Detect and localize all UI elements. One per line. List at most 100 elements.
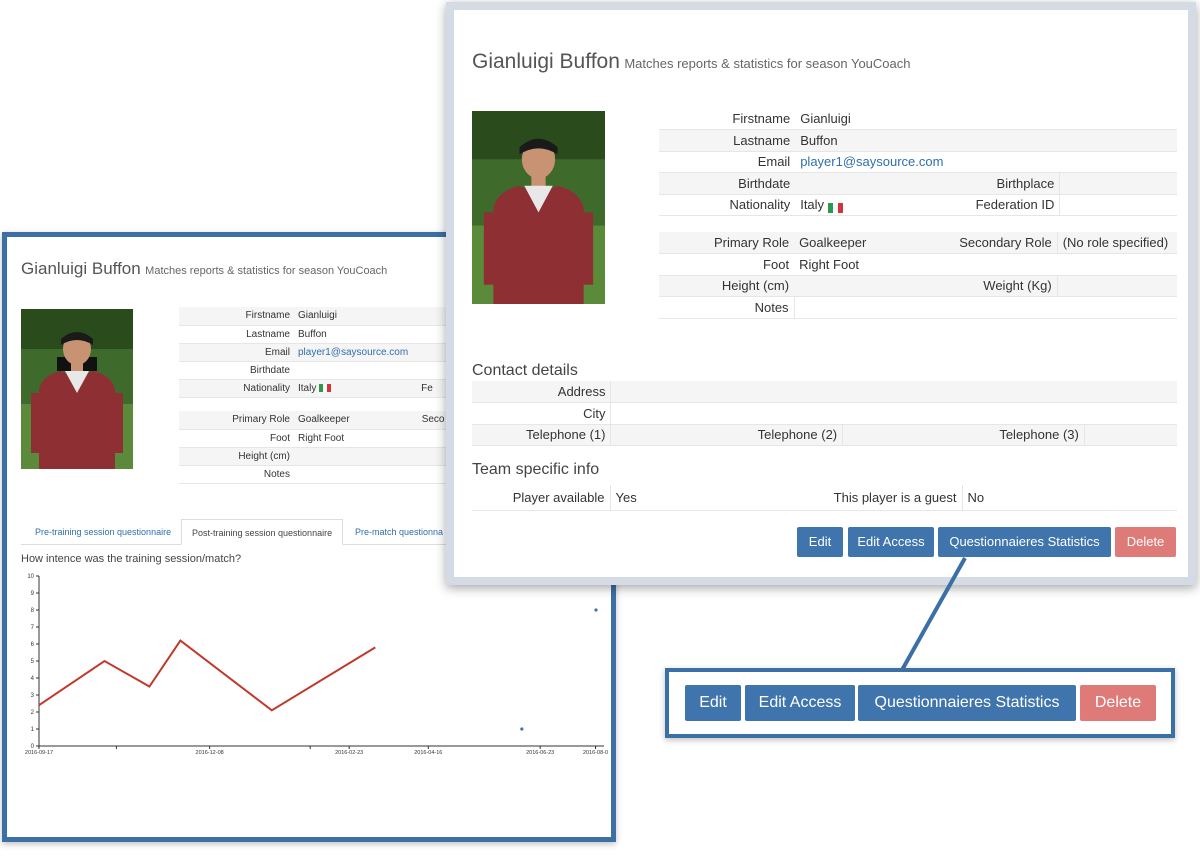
- nationality-value: Italy: [800, 197, 825, 213]
- player-photo: [21, 309, 133, 469]
- page-subtitle: Matches reports & statistics for season …: [145, 265, 388, 277]
- profile-table-roles: Primary Role Goalkeeper Secondary Role (No …: [659, 232, 1177, 319]
- tab-pre-training[interactable]: Pre-training session questionnaire: [35, 527, 172, 537]
- address-label: Address: [472, 381, 611, 403]
- federation-id-value: [1059, 194, 1177, 216]
- edit-access-button-zoomed[interactable]: Edit Access: [745, 685, 855, 721]
- data-point: [594, 608, 598, 612]
- x-tick-label: 2016-09-17: [25, 750, 53, 756]
- player-guest-label: This player is a guest: [825, 485, 962, 511]
- x-tick-label: 2016-06-23: [526, 750, 554, 756]
- series-line: [38, 639, 376, 712]
- tab-post-training[interactable]: Post-training session questionnaire: [181, 519, 344, 545]
- y-tick-label: 5: [31, 659, 35, 665]
- questionnaire-tabs: Pre-training session questionnaire Post-…: [21, 519, 611, 545]
- birthplace-value: [1059, 172, 1177, 195]
- italy-flag-icon: [827, 201, 843, 213]
- player-photo: [472, 111, 605, 304]
- email-link[interactable]: player1@saysource.com: [800, 154, 944, 170]
- telephone-2-value: [842, 424, 934, 446]
- edit-button-zoomed[interactable]: Edit: [685, 685, 741, 721]
- team-info-table: Player available Yes This player is a gues…: [472, 485, 1177, 511]
- foot-value: Right Foot: [794, 253, 1177, 276]
- height-value: [794, 275, 922, 297]
- height-label: Height (cm): [659, 275, 795, 297]
- birthplace-label: Birthplace: [923, 172, 1060, 195]
- player-name: Gianluigi Buffon: [472, 50, 620, 73]
- telephone-1-label: Telephone (1): [472, 424, 611, 446]
- page-title: Gianluigi Buffon Matches reports & stati…: [21, 259, 387, 279]
- primary-role-value: Goalkeeper: [298, 414, 350, 426]
- questionnaire-statistics-button[interactable]: Questionnaieres Statistics: [938, 527, 1111, 557]
- birthdate-label: Birthdate: [179, 361, 294, 380]
- lastname-label: Lastname: [659, 129, 796, 152]
- player-guest-value: No: [961, 485, 1177, 511]
- edit-button[interactable]: Edit: [797, 527, 843, 557]
- email-label: Email: [659, 151, 796, 173]
- height-label: Height (cm): [179, 447, 294, 466]
- nationality-value: Italy: [298, 382, 317, 394]
- firstname-label: Firstname: [179, 307, 294, 326]
- y-tick-label: 8: [31, 608, 35, 614]
- y-tick-label: 1: [31, 727, 35, 733]
- y-tick-label: 6: [31, 642, 35, 648]
- delete-button[interactable]: Delete: [1115, 527, 1176, 557]
- contact-details-heading: Contact details: [472, 362, 578, 379]
- y-tick-label: 7: [31, 625, 35, 631]
- city-label: City: [472, 402, 611, 425]
- player-available-label: Player available: [472, 485, 610, 511]
- x-tick-label: 2016-08-0: [583, 750, 608, 756]
- federation-id-label: Federation ID: [923, 194, 1060, 216]
- birthdate-label: Birthdate: [659, 172, 796, 195]
- page-subtitle: Matches reports & statistics for season …: [624, 56, 911, 71]
- data-point: [520, 727, 524, 731]
- zoomed-action-buttons-callout: Edit Edit Access Questionnaieres Statist…: [665, 668, 1175, 738]
- primary-role-value: Goalkeeper: [794, 232, 922, 254]
- italy-flag-icon: [319, 383, 332, 392]
- notes-label: Notes: [659, 296, 795, 319]
- front-window-player-profile: Gianluigi Buffon Matches reports & stati…: [446, 2, 1196, 585]
- telephone-1-value: [610, 424, 702, 446]
- telephone-2-label: Telephone (2): [701, 424, 843, 446]
- primary-role-label: Primary Role: [659, 232, 795, 254]
- chart-title: How intence was the training session/mat…: [21, 553, 242, 565]
- firstname-value: Gianluigi: [795, 108, 1177, 130]
- telephone-3-value: [1083, 424, 1177, 446]
- y-tick-label: 10: [27, 574, 34, 580]
- address-value: [610, 381, 1177, 403]
- questionnaire-statistics-button-zoomed[interactable]: Questionnaieres Statistics: [858, 685, 1076, 721]
- secondary-role-value: (No role specified): [1056, 232, 1177, 254]
- city-value: [610, 402, 1177, 425]
- y-tick-label: 9: [31, 591, 35, 597]
- email-label: Email: [179, 343, 294, 362]
- intensity-line-chart: 0 1 2 3 4 5 6 7 8 9 10 2016-09-17 2016-12-08 2016-02-…: [25, 574, 608, 756]
- edit-access-button[interactable]: Edit Access: [848, 527, 934, 557]
- page-title: Gianluigi Buffon Matches reports & stati…: [472, 50, 911, 74]
- foot-label: Foot: [659, 253, 795, 276]
- delete-button-zoomed[interactable]: Delete: [1080, 685, 1156, 721]
- telephone-3-label: Telephone (3): [933, 424, 1085, 446]
- tab-pre-match[interactable]: Pre-match questionna: [355, 527, 444, 537]
- y-tick-label: 2: [31, 710, 35, 716]
- player-available-value: Yes: [609, 485, 825, 511]
- notes-label: Notes: [179, 465, 294, 484]
- x-tick-label: 2016-04-16: [414, 750, 442, 756]
- weight-label: Weight (Kg): [921, 275, 1058, 297]
- lastname-value: Buffon: [795, 129, 1177, 152]
- primary-role-label: Primary Role: [179, 411, 294, 430]
- x-tick-label: 2016-02-23: [335, 750, 363, 756]
- lastname-label: Lastname: [179, 325, 294, 344]
- player-name: Gianluigi Buffon: [21, 259, 141, 278]
- weight-value: [1056, 275, 1177, 297]
- x-tick-label: 2016-12-08: [196, 750, 224, 756]
- nationality-label: Nationality: [659, 194, 796, 216]
- y-tick-label: 4: [31, 676, 35, 682]
- notes-value: [793, 296, 1177, 319]
- secondary-role-label: Secondary Role: [921, 232, 1058, 254]
- firstname-label: Firstname: [659, 108, 796, 130]
- email-link[interactable]: player1@saysource.com: [298, 346, 409, 358]
- team-info-heading: Team specific info: [472, 461, 600, 478]
- profile-table-basic: Firstname Gianluigi Lastname Buffon Email p…: [659, 108, 1177, 216]
- foot-label: Foot: [179, 429, 294, 448]
